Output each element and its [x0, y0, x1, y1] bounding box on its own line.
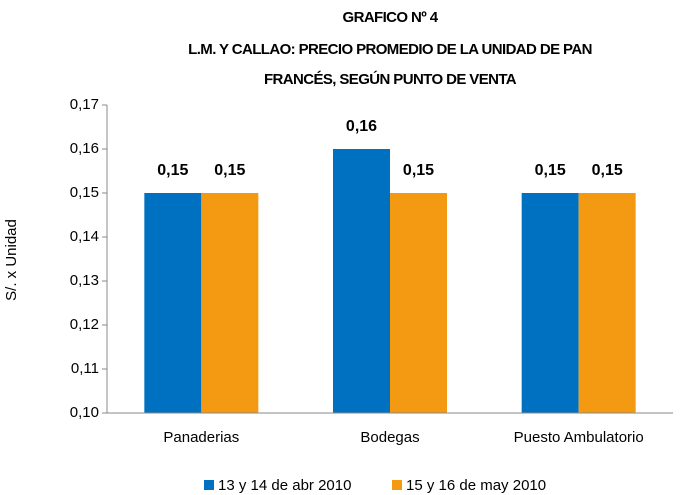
- bar: [578, 193, 636, 413]
- legend-swatch: [392, 480, 402, 490]
- y-tick-label: 0,12: [70, 316, 99, 333]
- legend-label: 15 y 16 de may 2010: [406, 477, 546, 494]
- y-tick-label: 0,13: [70, 272, 99, 289]
- value-label: 0,15: [592, 162, 623, 179]
- legend-label: 13 y 14 de abr 2010: [218, 477, 351, 494]
- bar: [521, 193, 579, 413]
- y-tick-label: 0,10: [70, 404, 99, 421]
- chart-title: L.M. Y CALLAO: PRECIO PROMEDIO DE LA UNI…: [188, 41, 592, 58]
- value-label: 0,15: [157, 162, 188, 179]
- y-axis-label: S/. x Unidad: [3, 219, 20, 301]
- value-label: 0,15: [403, 162, 434, 179]
- bar: [333, 149, 390, 413]
- x-tick-label: Panaderias: [163, 429, 239, 446]
- chart-title: FRANCÉS, SEGÚN PUNTO DE VENTA: [264, 70, 517, 88]
- y-tick-label: 0,11: [71, 360, 99, 377]
- x-tick-label: Bodegas: [360, 429, 419, 446]
- value-label: 0,15: [214, 162, 245, 179]
- legend-swatch: [204, 480, 214, 490]
- bar: [144, 193, 202, 413]
- chart-title: GRAFICO Nº 4: [343, 9, 439, 26]
- x-tick-label: Puesto Ambulatorio: [514, 429, 644, 446]
- y-tick-label: 0,16: [70, 140, 99, 157]
- y-tick-label: 0,15: [70, 184, 99, 201]
- bar: [201, 193, 259, 413]
- bar: [390, 193, 447, 413]
- y-tick-label: 0,17: [70, 96, 99, 113]
- value-label: 0,15: [535, 162, 566, 179]
- value-label: 0,16: [346, 118, 377, 135]
- y-tick-label: 0,14: [70, 228, 99, 245]
